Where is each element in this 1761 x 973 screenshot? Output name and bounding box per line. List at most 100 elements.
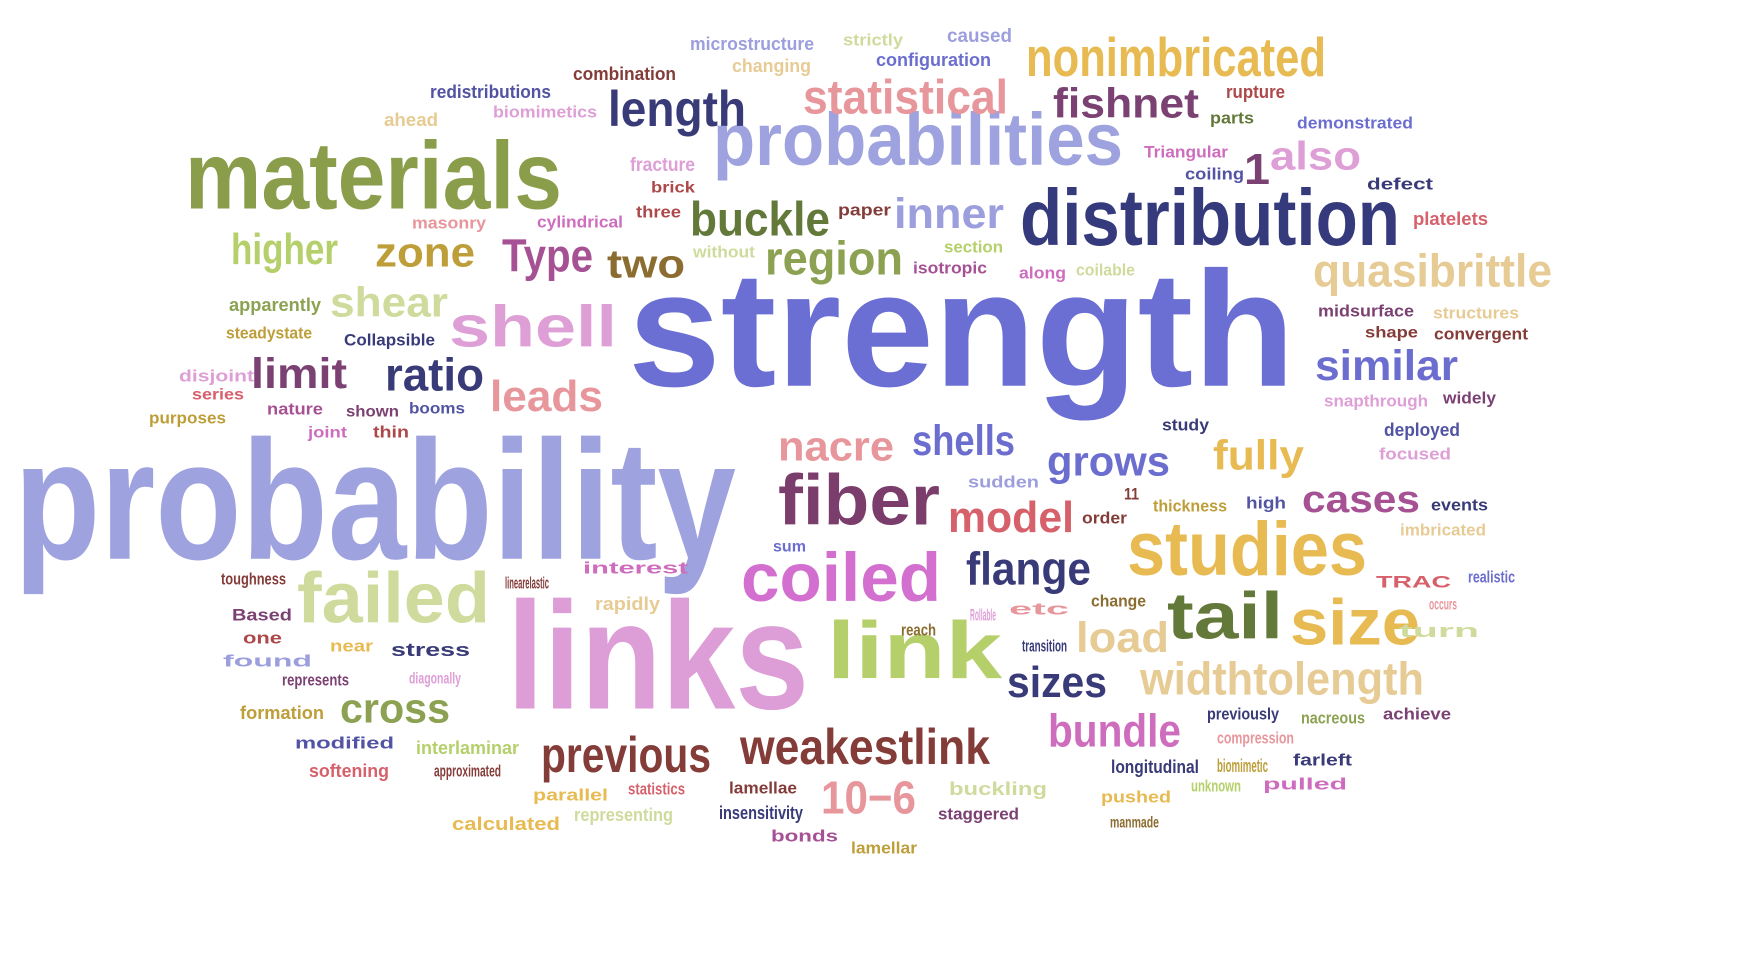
cloud-word: staggered — [938, 803, 1020, 824]
cloud-word: distribution — [1020, 173, 1400, 263]
cloud-word: masonry — [412, 212, 486, 233]
cloud-word: probabilities — [713, 98, 1123, 182]
cloud-word: nature — [267, 398, 323, 419]
cloud-word: quasibrittle — [1313, 245, 1552, 297]
cloud-word: weakestlink — [740, 719, 991, 775]
cloud-word: widthtolength — [1140, 653, 1424, 705]
cloud-word: isotropic — [913, 257, 987, 278]
cloud-word: pulled — [1263, 773, 1348, 794]
cloud-word: linearelastic — [505, 572, 549, 593]
cloud-word: platelets — [1413, 208, 1489, 230]
cloud-word: paper — [838, 199, 891, 220]
cloud-word: snapthrough — [1324, 390, 1429, 411]
cloud-word: shear — [330, 278, 449, 326]
cloud-word: ratio — [385, 349, 484, 401]
cloud-word: steadystate — [226, 322, 313, 343]
cloud-word: section — [944, 236, 1003, 257]
cloud-word: approximated — [434, 760, 502, 781]
cloud-word: sudden — [968, 471, 1040, 492]
cloud-word: fiber — [778, 460, 941, 541]
cloud-word: found — [223, 650, 313, 671]
cloud-word: shape — [1365, 323, 1419, 341]
cloud-word: joint — [308, 423, 348, 441]
cloud-word: compression — [1217, 727, 1294, 748]
cloud-word: fishnet — [1053, 79, 1200, 127]
cloud-word: high — [1246, 492, 1286, 513]
cloud-word: near — [330, 635, 374, 656]
cloud-word: brick — [651, 178, 696, 196]
cloud-word: Triangular — [1144, 141, 1229, 162]
cloud-word: reach — [901, 619, 937, 640]
cloud-word: failed — [297, 558, 490, 639]
cloud-word: widely — [1443, 387, 1497, 408]
cloud-word: also — [1270, 133, 1362, 179]
cloud-word: statistics — [628, 778, 686, 799]
cloud-word: shells — [912, 416, 1015, 465]
cloud-word: leads — [490, 371, 604, 421]
cloud-word: region — [765, 232, 903, 285]
cloud-word: imbricated — [1400, 519, 1487, 540]
cloud-word: nonimbricated — [1026, 26, 1326, 89]
cloud-word: farleft — [1293, 749, 1352, 770]
cloud-word: similar — [1315, 341, 1458, 390]
cloud-word: caused — [947, 24, 1012, 47]
cloud-word: biomimetics — [493, 101, 597, 122]
cloud-word: probability — [14, 405, 736, 597]
cloud-word: previous — [541, 727, 712, 783]
cloud-word: 11 — [1124, 483, 1140, 504]
cloud-word: two — [607, 241, 685, 287]
cloud-word: apparently — [229, 294, 321, 316]
cloud-word: limit — [251, 349, 348, 398]
cloud-word: microstructure — [690, 33, 815, 55]
cloud-word: modified — [295, 732, 394, 753]
cloud-word: nacre — [778, 422, 895, 470]
cloud-word: zone — [375, 228, 476, 276]
cloud-word: strength — [628, 238, 1295, 422]
cloud-word: studies — [1127, 506, 1367, 592]
cloud-word: focused — [1379, 443, 1452, 464]
cloud-word: coiling — [1185, 163, 1244, 184]
cloud-word: Based — [232, 604, 293, 625]
cloud-word: Type — [502, 230, 594, 282]
cloud-word: ahead — [384, 109, 438, 131]
cloud-word: toughness — [221, 568, 287, 589]
cloud-word: previously — [1207, 703, 1279, 724]
cloud-word: buckle — [690, 192, 830, 246]
cloud-word: manmade — [1110, 813, 1160, 831]
cloud-word: bundle — [1048, 705, 1181, 757]
cloud-word: statistical — [803, 70, 1009, 124]
cloud-word: rupture — [1226, 81, 1286, 103]
cloud-word: parts — [1210, 107, 1254, 128]
cloud-word: midsurface — [1318, 300, 1414, 321]
cloud-word: formation — [240, 702, 325, 724]
cloud-word: unknown — [1191, 775, 1241, 796]
cloud-word: coilable — [1076, 259, 1135, 280]
cloud-word: without — [693, 241, 755, 262]
cloud-word: strictly — [843, 29, 904, 50]
cloud-word: rapidly — [595, 593, 660, 615]
cloud-word: nacreous — [1301, 707, 1365, 728]
cloud-word: lamellae — [729, 777, 798, 798]
cloud-word: calculated — [452, 813, 560, 835]
cloud-word: represents — [282, 669, 349, 690]
cloud-word: pushed — [1101, 786, 1172, 807]
cloud-word: three — [636, 201, 681, 222]
cloud-word: etc — [1009, 598, 1069, 619]
cloud-word: interlaminar — [416, 737, 519, 759]
cloud-word: deployed — [1384, 419, 1460, 441]
cloud-word: configuration — [876, 49, 991, 71]
cloud-word: representing — [574, 804, 673, 826]
cloud-word: shell — [449, 294, 618, 360]
cloud-word: cylindrical — [537, 211, 623, 232]
cloud-word: lamellar — [851, 837, 918, 858]
cloud-word: inner — [894, 189, 1004, 238]
cloud-word: structures — [1433, 302, 1519, 323]
cloud-word: Rollable — [970, 604, 996, 625]
cloud-word: cases — [1302, 477, 1420, 521]
cloud-word: achieve — [1383, 703, 1451, 724]
cloud-word: sizes — [1007, 657, 1108, 707]
cloud-word: demonstrated — [1297, 112, 1413, 133]
cloud-word: insensitivity — [719, 802, 803, 824]
cloud-word: one — [243, 627, 283, 648]
